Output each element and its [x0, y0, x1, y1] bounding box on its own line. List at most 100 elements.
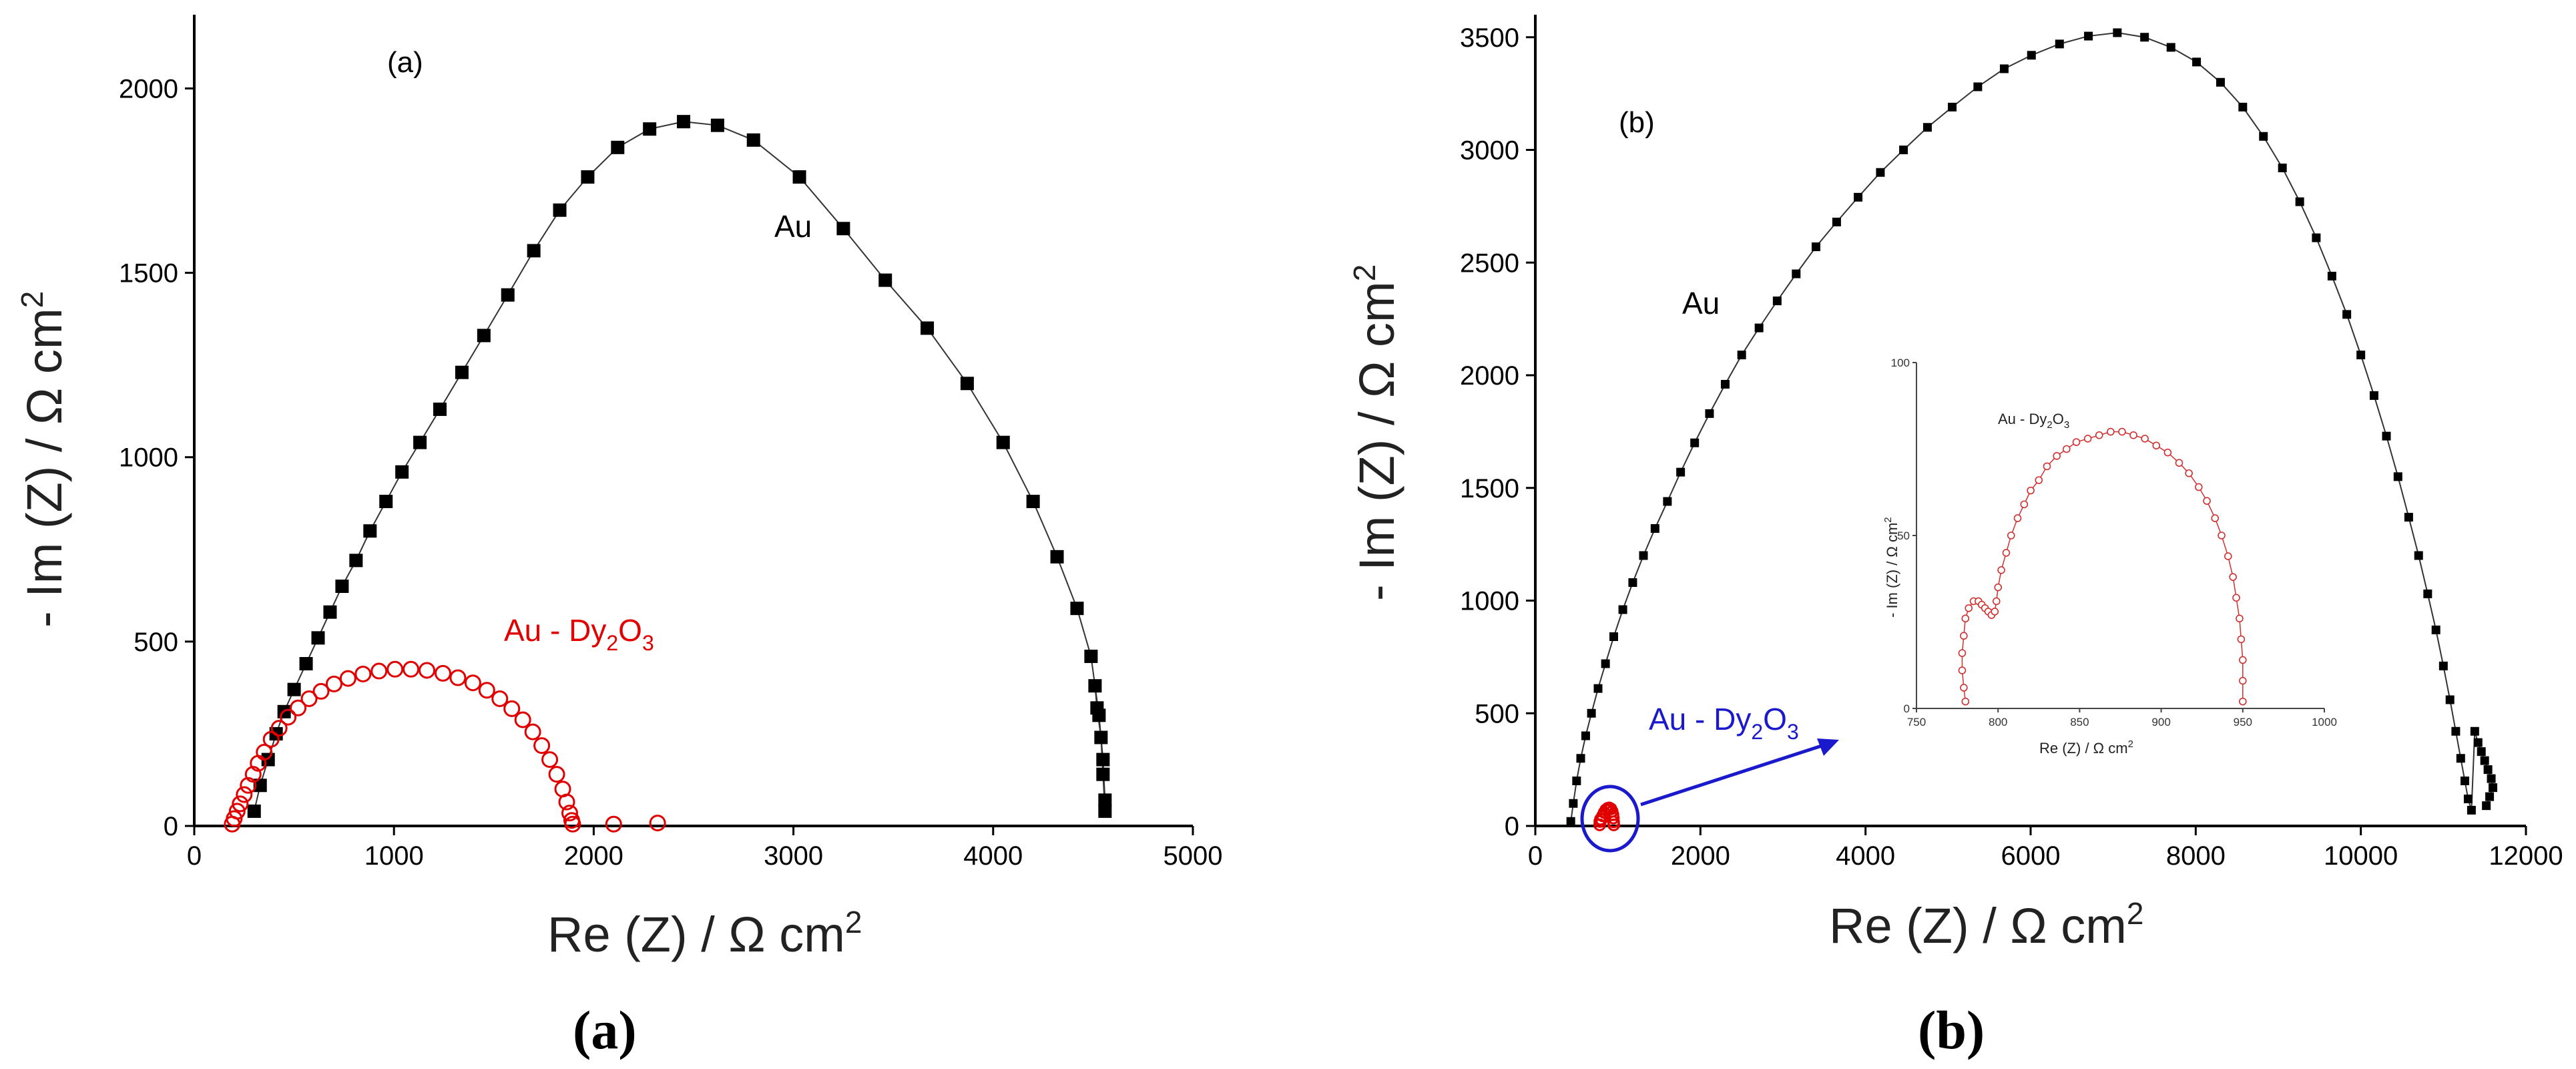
data-point — [354, 665, 372, 682]
data-point — [643, 122, 657, 136]
data-point — [1690, 438, 1700, 447]
x-title-sup: 2 — [845, 905, 862, 939]
panel-b-ticks: 0 2000 4000 6000 8000 10000 120000500100015002… — [1460, 23, 2563, 871]
panel-a-label-au: Au — [774, 209, 812, 244]
data-point — [2414, 551, 2423, 560]
data-point — [541, 751, 559, 769]
inset-data-point — [2185, 469, 2193, 477]
panel-a-label-au-dy2o3: Au - Dy2O3 — [504, 613, 654, 655]
data-point — [1973, 82, 1983, 91]
data-point — [2438, 661, 2448, 670]
panel-b: 0 2000 4000 6000 8000 10000 120000500100015002… — [1347, 15, 2563, 1060]
panel-a-tag: (a) — [387, 46, 423, 79]
x-tick-label: 12000 — [2489, 841, 2563, 871]
inset-series-line — [1961, 431, 2244, 702]
data-point — [226, 810, 243, 827]
data-point — [2485, 792, 2495, 801]
inset-title-mid: O — [2053, 411, 2064, 427]
y-title-sup: 2 — [1347, 264, 1382, 282]
inset-data-point — [1960, 684, 1968, 692]
inset-x-title-sup: 2 — [2128, 738, 2133, 750]
data-point — [710, 118, 724, 132]
data-point — [270, 720, 288, 737]
series-au-dy2o3 — [224, 660, 666, 833]
data-point — [413, 435, 427, 449]
data-point — [1832, 218, 1841, 226]
callout-arrow-line — [1640, 742, 1826, 807]
data-point — [2113, 28, 2122, 37]
x-tick-label: 6000 — [2001, 841, 2061, 871]
data-point — [2342, 310, 2352, 319]
data-point — [228, 803, 246, 820]
inset-x-tick-label: 900 — [2151, 716, 2170, 728]
label-main: Au - Dy — [504, 613, 606, 648]
data-point — [1070, 602, 1084, 616]
inset-x-tick-label: 750 — [1907, 716, 1926, 728]
inset-data-point — [2152, 441, 2161, 450]
inset-y-tick-label: 50 — [1897, 529, 1910, 542]
data-point — [311, 631, 325, 645]
panel-b-label-au-dy2o3: Au - Dy2O3 — [1649, 702, 1799, 744]
data-point — [501, 288, 515, 302]
series-line — [1570, 31, 2494, 822]
data-point — [1922, 123, 1932, 132]
data-point — [677, 115, 691, 129]
caption-b: (b) — [1918, 1000, 1985, 1060]
inset-title-sub2: 3 — [2064, 419, 2069, 431]
data-point — [1096, 767, 1110, 781]
inset-data-point — [2020, 500, 2029, 509]
inset-data-point — [1960, 632, 1968, 640]
y-tick-label: 3000 — [1460, 136, 1519, 166]
data-point — [561, 805, 578, 822]
data-point — [2259, 132, 2268, 141]
y-tick-label: 0 — [1505, 812, 1519, 841]
data-point — [1899, 146, 1908, 154]
data-point — [514, 711, 531, 728]
data-point — [2278, 164, 2287, 172]
data-point — [527, 244, 541, 258]
data-point — [1090, 701, 1104, 715]
data-point — [2467, 805, 2476, 815]
inset-data-point — [1997, 566, 2005, 574]
data-point — [323, 605, 337, 619]
data-point — [1609, 632, 1618, 641]
inset-data-point — [1961, 697, 1970, 706]
data-point — [836, 222, 850, 236]
inset-ticks: 750 800 850 900 950 1000 0 50 100 — [1891, 357, 2337, 728]
series-au — [1566, 28, 2498, 826]
data-point — [433, 402, 447, 416]
data-point — [1569, 799, 1578, 808]
y-tick-label: 0 — [164, 812, 178, 841]
data-point — [1876, 168, 1885, 177]
data-point — [435, 664, 452, 682]
data-point — [244, 766, 262, 783]
data-point — [1650, 524, 1659, 533]
data-point — [2084, 31, 2093, 41]
inset-data-point — [1961, 614, 1970, 623]
data-point — [349, 554, 363, 568]
inset-data-point — [2107, 427, 2115, 436]
data-point — [533, 737, 551, 755]
inset-data-point — [2232, 594, 2240, 602]
data-point — [611, 140, 625, 154]
inset-data-point — [1994, 583, 2002, 592]
label-sub2: 3 — [1787, 720, 1799, 744]
y-tick-label: 1500 — [1460, 474, 1519, 503]
x-tick-label: 10000 — [2324, 841, 2398, 871]
data-point — [1720, 380, 1730, 389]
callout-arrow-head — [1817, 738, 1839, 756]
inset-data-point — [2237, 635, 2246, 644]
data-point — [2238, 102, 2248, 112]
inset-x-title-text: Re (Z) / Ω cm — [2039, 740, 2128, 757]
inset-data-point — [1958, 666, 1967, 674]
data-point — [1576, 754, 1585, 763]
data-point — [649, 815, 666, 832]
data-point — [1792, 269, 1801, 278]
data-point — [1572, 777, 1581, 785]
data-point — [2055, 39, 2064, 49]
data-point — [1737, 351, 1746, 360]
inset-data-point — [2203, 497, 2211, 505]
x-tick-label: 2000 — [564, 841, 623, 871]
x-tick-label: 8000 — [2166, 841, 2226, 871]
